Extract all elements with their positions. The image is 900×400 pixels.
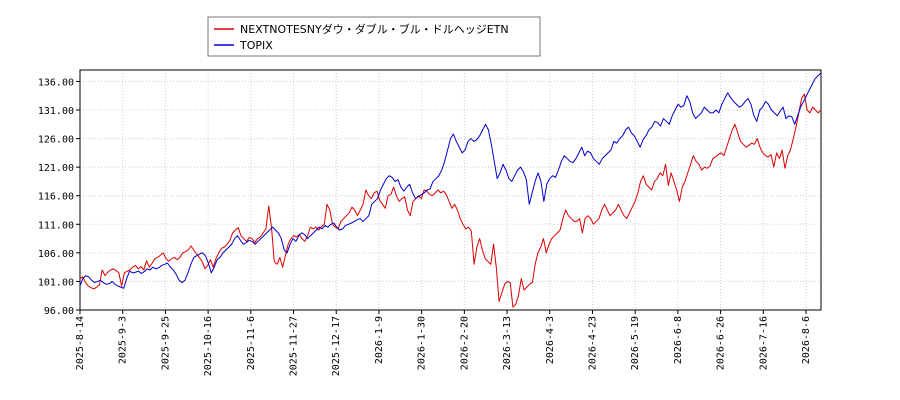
y-tick-label: 101.00 [38,277,74,288]
x-tick-label: 2025-11-6 [246,316,257,370]
series-line-1 [79,93,822,308]
x-tick-label: 2025-12-17 [331,316,342,376]
x-tick-label: 2025-11-27 [289,316,300,376]
x-tick-label: 2026-1-30 [417,316,428,370]
y-tick-label: 136.00 [38,77,74,88]
x-axis: 2025-8-14 2025-9-3 2025-9-25 2025-10-16 2025… [75,310,812,376]
y-axis: 96.00 101.00 106.00 111.00 116.00 121.00 126.0… [38,77,80,317]
x-tick-label: 2026-5-19 [630,316,641,370]
plot-area [79,69,822,311]
chart-grid [79,70,821,311]
y-tick-label: 121.00 [38,163,74,174]
legend-label-series-1: NEXTNOTESNYダウ・ダブル・ブル・ドルヘッジETN [240,22,509,36]
x-tick-label: 2026-6-8 [673,316,684,364]
y-tick-label: 111.00 [38,220,74,231]
x-tick-label: 2026-3-13 [502,316,513,370]
x-tick-label: 2026-8-6 [801,316,812,364]
y-tick-label: 116.00 [38,192,74,203]
x-tick-label: 2026-1-9 [374,316,385,364]
y-tick-label: 96.00 [44,306,74,317]
legend: NEXTNOTESNYダウ・ダブル・ブル・ドルヘッジETN TOPIX [207,16,541,57]
x-tick-label: 2025-9-25 [160,316,171,370]
series-line-2 [79,72,822,289]
x-tick-label: 2026-2-20 [459,316,470,370]
y-tick-label: 131.00 [38,106,74,117]
legend-box [207,16,541,57]
x-tick-label: 2025-10-16 [203,316,214,376]
x-tick-label: 2026-6-26 [716,316,727,370]
y-tick-label: 126.00 [38,135,74,146]
series-layer [79,72,822,308]
x-tick-label: 2026-7-16 [758,316,769,370]
x-tick-label: 2025-9-3 [118,316,129,364]
x-tick-label: 2026-4-23 [587,316,598,370]
x-tick-label: 2025-8-14 [75,316,86,370]
y-tick-label: 106.00 [38,249,74,260]
legend-label-series-2: TOPIX [239,39,273,52]
x-tick-label: 2026-4-3 [545,316,556,364]
